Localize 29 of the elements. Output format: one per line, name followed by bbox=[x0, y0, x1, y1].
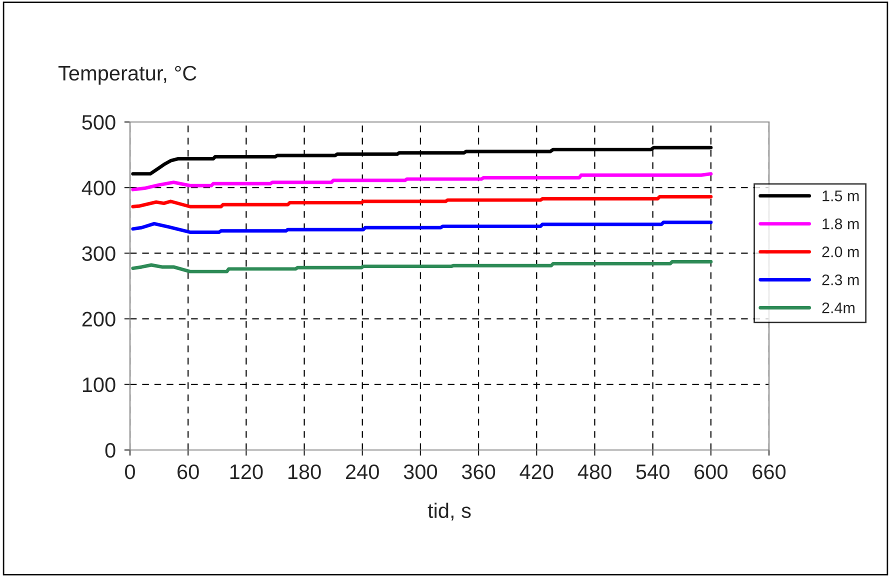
y-tick-label: 400 bbox=[82, 180, 116, 196]
x-tick-label: 60 bbox=[178, 464, 199, 480]
y-tick-label: 200 bbox=[82, 312, 116, 327]
legend-label: 1.8 m bbox=[822, 218, 859, 230]
x-axis-title: tid, s bbox=[428, 502, 471, 521]
line-series bbox=[131, 172, 713, 192]
y-tick-label: 500 bbox=[82, 115, 116, 130]
y-axis-title: Temperatur, °C bbox=[58, 66, 196, 85]
x-tick-label: 180 bbox=[288, 464, 321, 480]
x-tick-label: 0 bbox=[125, 464, 135, 480]
legend-label: 2.4m bbox=[822, 302, 854, 314]
line-series bbox=[131, 195, 713, 208]
x-tick-label: 600 bbox=[694, 464, 728, 480]
y-tick-label: 300 bbox=[82, 246, 116, 261]
x-tick-label: 300 bbox=[404, 464, 438, 480]
y-tick-label: 100 bbox=[82, 377, 116, 392]
x-tick-label: 240 bbox=[346, 464, 379, 480]
legend-label: 2.0 m bbox=[822, 246, 859, 258]
x-tick-label: 360 bbox=[462, 464, 496, 480]
legend-label: 2.3 m bbox=[822, 274, 859, 286]
line-series bbox=[131, 260, 713, 274]
x-tick-label: 480 bbox=[578, 464, 612, 480]
x-tick-label: 540 bbox=[636, 464, 670, 480]
x-tick-label: 120 bbox=[230, 464, 263, 480]
x-tick-label: 420 bbox=[520, 464, 554, 480]
line-series bbox=[131, 220, 713, 234]
legend-label: 1.5 m bbox=[822, 190, 859, 202]
y-tick-label: 0 bbox=[105, 443, 116, 458]
x-tick-label: 660 bbox=[752, 464, 786, 480]
